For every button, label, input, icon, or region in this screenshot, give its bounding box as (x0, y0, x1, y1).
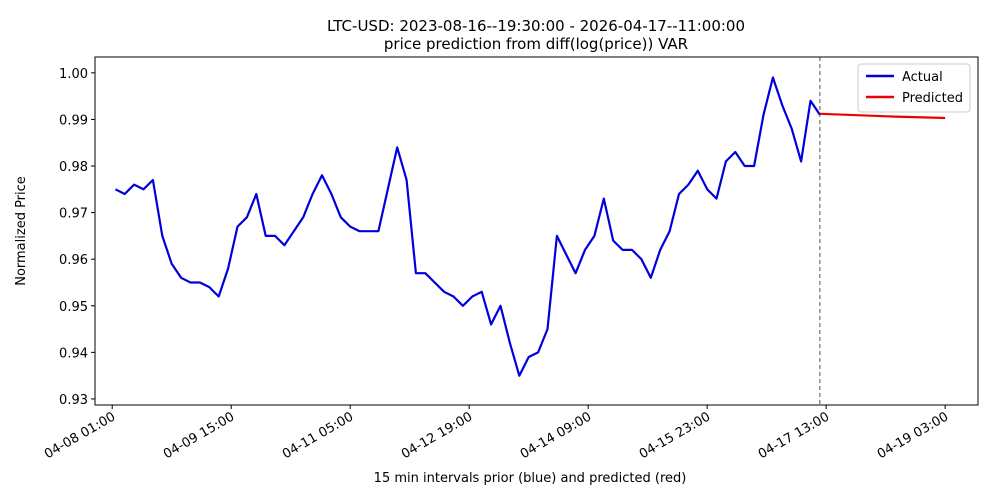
series-line (114, 76, 821, 377)
chart-title: LTC-USD: 2023-08-16--19:30:00 - 2026-04-… (327, 17, 745, 35)
y-axis-label: Normalized Price (14, 176, 29, 286)
x-axis-label: 15 min intervals prior (blue) and predic… (374, 471, 687, 486)
y-tick-label: 0.94 (59, 346, 88, 361)
plot-frame (94, 56, 979, 406)
y-tick-label: 1.00 (59, 67, 88, 82)
x-tick-label: 04-19 03:00 (875, 409, 951, 462)
x-tick-label: 04-11 05:00 (280, 409, 356, 462)
y-tick-label: 0.95 (59, 300, 88, 315)
x-tick-label: 04-14 09:00 (518, 409, 594, 462)
legend-label: Predicted (902, 91, 963, 106)
y-tick-label: 0.97 (59, 207, 88, 222)
x-tick-label: 04-12 19:00 (399, 409, 475, 462)
series-line (819, 112, 946, 120)
y-tick-label: 0.98 (59, 160, 88, 175)
y-tick-label: 0.96 (59, 253, 88, 268)
x-tick-label: 04-15 23:00 (637, 409, 713, 462)
chart-subtitle: price prediction from diff(log(price)) V… (384, 35, 688, 53)
x-tick-label: 04-08 01:00 (42, 409, 118, 462)
y-tick-label: 0.93 (59, 393, 88, 408)
x-tick-label: 04-17 13:00 (756, 409, 832, 462)
y-tick-label: 0.99 (59, 113, 88, 128)
legend-label: Actual (902, 70, 943, 85)
x-tick-label: 04-09 15:00 (161, 409, 237, 462)
